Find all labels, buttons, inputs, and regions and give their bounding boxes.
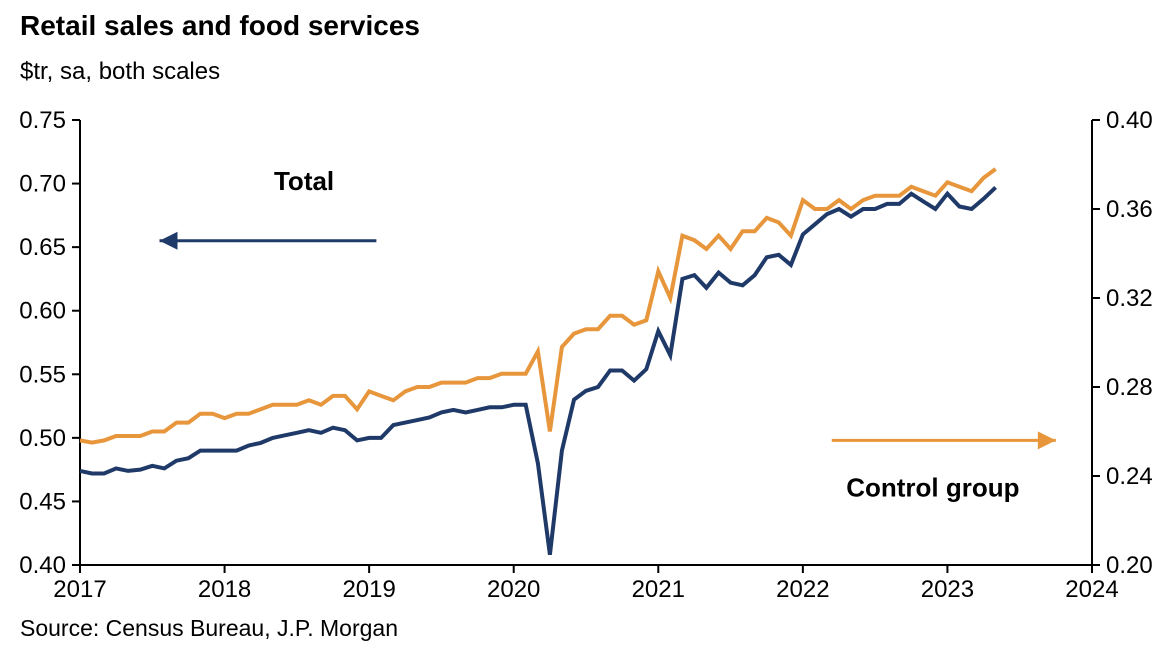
y-right-tick-label: 0.28 <box>1106 374 1153 401</box>
control-arrow-head <box>1038 431 1056 449</box>
x-tick-label: 2017 <box>53 576 106 603</box>
x-tick-label: 2024 <box>1065 576 1118 603</box>
y-left-tick-label: 0.70 <box>19 171 66 198</box>
x-tick-label: 2018 <box>198 576 251 603</box>
x-tick-label: 2019 <box>342 576 395 603</box>
y-left-tick-label: 0.50 <box>19 425 66 452</box>
x-tick-label: 2021 <box>632 576 685 603</box>
y-right-tick-label: 0.36 <box>1106 196 1153 223</box>
y-left-tick-label: 0.65 <box>19 234 66 261</box>
y-right-tick-label: 0.40 <box>1106 107 1153 134</box>
x-tick-label: 2022 <box>776 576 829 603</box>
y-right-tick-label: 0.32 <box>1106 285 1153 312</box>
chart-source: Source: Census Bureau, J.P. Morgan <box>20 615 398 642</box>
y-left-tick-label: 0.75 <box>19 107 66 134</box>
y-right-tick-label: 0.24 <box>1106 463 1153 490</box>
x-tick-label: 2023 <box>921 576 974 603</box>
chart-container: Retail sales and food services $tr, sa, … <box>0 0 1172 652</box>
x-tick-label: 2020 <box>487 576 540 603</box>
annotation-total-label: Total <box>274 166 334 196</box>
total-arrow-head <box>160 232 178 250</box>
annotation-control-label: Control group <box>846 472 1019 502</box>
y-left-tick-label: 0.45 <box>19 488 66 515</box>
chart-svg: 2017 2018 2019 2020 2021 2022 2023 2024 0.40 0.45… <box>0 0 1172 652</box>
y-left-tick-label: 0.55 <box>19 361 66 388</box>
y-left-tick-label: 0.60 <box>19 298 66 325</box>
y-left-tick-label: 0.40 <box>19 552 66 579</box>
y-right-tick-label: 0.20 <box>1106 552 1153 579</box>
